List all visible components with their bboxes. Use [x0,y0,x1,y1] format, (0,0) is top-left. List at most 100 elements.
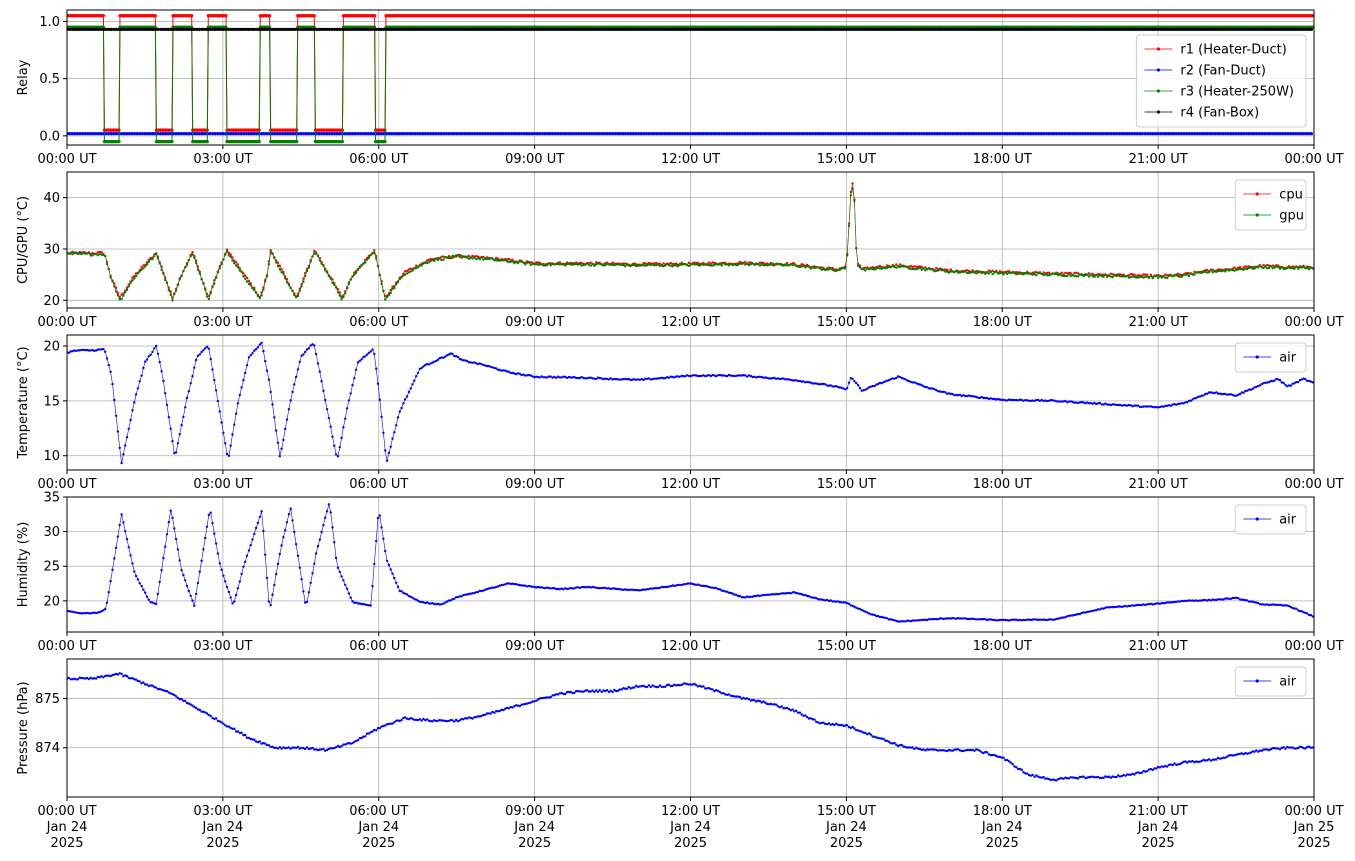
data-point [1233,266,1236,269]
data-point [101,14,105,18]
data-point [1263,27,1267,31]
data-point [1037,27,1041,31]
data-point [767,263,771,267]
data-point [429,257,432,261]
data-point [244,277,247,281]
data-point [1052,27,1056,31]
data-point [127,132,131,136]
data-point [744,263,747,266]
data-point [1136,274,1140,277]
data-point [1073,27,1077,31]
data-point [174,132,178,136]
data-point [309,260,312,263]
data-point [360,263,363,267]
data-point [1075,275,1078,278]
data-point [782,132,786,136]
data-point [1235,267,1238,271]
data-point [756,132,760,136]
data-point [538,263,541,266]
data-point [1080,273,1083,276]
data-point [895,263,898,266]
data-point [351,27,355,31]
data-point [184,27,189,31]
data-point [1309,27,1313,31]
data-point [367,256,371,260]
data-point [407,271,411,274]
data-point [1309,132,1313,136]
data-point [1127,132,1132,136]
data-point [611,263,614,266]
data-point [421,27,425,31]
data-point [592,27,597,31]
data-point [951,27,955,31]
data-point [969,270,972,274]
data-point [805,27,810,31]
data-point [951,270,954,273]
data-point [1246,267,1249,271]
data-point [1302,27,1306,31]
data-point [392,27,396,31]
data-point [471,254,474,258]
data-point [233,262,236,265]
data-point [1281,132,1285,136]
data-point [925,132,929,136]
data-point [353,273,356,276]
legend-item: r2 (Fan-Duct) [1144,64,1266,79]
data-point [1098,274,1102,277]
data-point [820,266,823,269]
data-point [979,27,984,31]
data-point [866,267,869,270]
data-point [244,371,247,375]
data-point [856,264,860,267]
data-point [267,262,271,266]
x-tick-label: 00:00 UT [1284,152,1343,167]
data-point [444,27,448,31]
legend-item: r4 (Fan-Box) [1144,106,1259,121]
data-point [816,132,820,136]
data-point [618,263,621,266]
data-point [1257,132,1261,136]
data-point [1283,132,1287,136]
data-point [1182,273,1185,276]
data-point [826,27,830,31]
data-point [946,268,949,272]
data-point [262,349,265,353]
data-point [566,132,571,136]
data-point [1247,132,1251,136]
data-point [878,267,882,270]
data-point [580,264,583,267]
data-point [301,132,305,136]
data-point [1040,272,1043,275]
series-line [67,342,1313,464]
data-point [238,269,241,272]
data-point [209,292,212,295]
data-point [420,264,423,267]
data-point [1247,27,1251,31]
series-cpu [67,182,1314,300]
data-point [364,258,367,262]
data-point [1093,275,1096,278]
data-point [538,27,542,31]
data-point [482,258,485,261]
data-point [187,259,190,262]
data-point [735,263,738,267]
data-point [844,132,849,136]
data-point [153,25,157,29]
data-point [1112,27,1116,31]
data-point [822,268,825,271]
data-point [540,27,545,31]
data-point [444,132,448,136]
data-point [1064,274,1067,278]
data-point [1215,270,1218,274]
data-point [1236,266,1240,269]
data-point [699,27,703,31]
data-point [351,132,355,136]
data-point [1262,263,1265,267]
data-point [423,27,428,31]
data-point [271,252,274,256]
data-point [1171,275,1174,278]
data-point [621,27,625,31]
data-point [485,257,489,261]
data-point [1083,132,1087,136]
data-point [935,269,938,272]
